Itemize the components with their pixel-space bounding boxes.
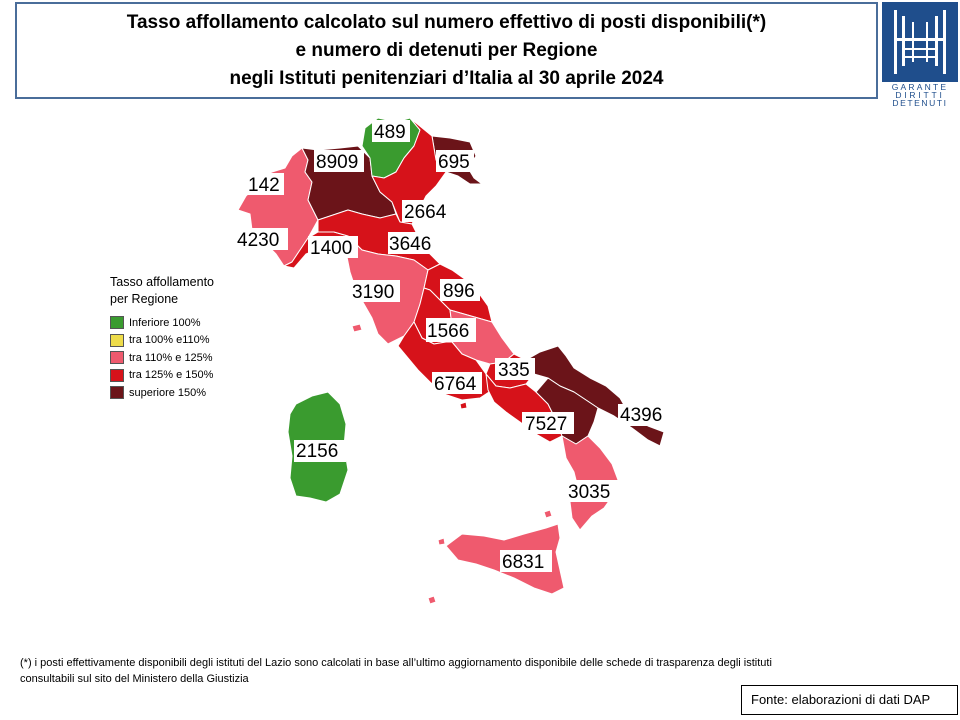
legend-item: tra 100% e110% [110, 332, 270, 350]
legend-title-2: per Regione [110, 292, 179, 306]
logo-text-2: DIRITTI [895, 90, 944, 100]
label-marche: 896 [443, 281, 475, 302]
label-sicilia: 6831 [502, 552, 544, 573]
legend-item: Inferiore 100% [110, 314, 270, 332]
label-emilia: 3646 [389, 234, 431, 255]
legend-swatch [110, 333, 124, 347]
title-line-2: e numero di detenuti per Regione [295, 40, 598, 61]
legend-swatch [110, 386, 124, 400]
legend-swatch [110, 351, 124, 365]
label-trentino: 489 [374, 122, 406, 143]
island-capri [459, 401, 468, 410]
legend-label: superiore 150% [129, 386, 207, 399]
legend-swatch [110, 368, 124, 382]
label-lombardia: 8909 [316, 152, 358, 173]
legend-title-1: Tasso affollamento [110, 275, 214, 289]
title-box: Tasso affollamento calcolato sul numero … [15, 2, 878, 99]
legend-item: tra 110% e 125% [110, 349, 270, 367]
source-box: Fonte: elaborazioni di dati DAP [741, 685, 958, 715]
region-labels: 489 8909 695 142 2664 4230 1400 3646 319… [236, 120, 670, 573]
label-liguria: 1400 [310, 238, 352, 259]
island-pantelleria [427, 595, 437, 605]
footnote-line-1: (*) i posti effettivamente disponibili d… [20, 657, 772, 669]
label-piemonte: 4230 [237, 230, 279, 251]
label-campania: 7527 [525, 414, 567, 435]
legend-label: tra 110% e 125% [129, 351, 213, 364]
legend-label: tra 125% e 150% [129, 369, 214, 382]
title-line-3: negli Istituti penitenziari d’Italia al … [229, 68, 664, 89]
footnote-line-2: consultabili sul sito del Ministero dell… [20, 673, 249, 685]
label-umbria: 1566 [427, 321, 469, 342]
legend-label: Inferiore 100% [129, 316, 201, 329]
label-lazio: 6764 [434, 374, 477, 395]
island-ustica [437, 537, 446, 546]
label-molise: 335 [498, 360, 530, 381]
legend: Tasso affollamento per Regione Inferiore… [110, 274, 270, 402]
legend-swatch [110, 316, 124, 330]
legend-item: superiore 150% [110, 384, 270, 402]
footnote: (*) i posti effettivamente disponibili d… [20, 655, 940, 687]
legend-label: tra 100% e110% [129, 334, 210, 347]
title-line-1: Tasso affollamento calcolato sul numero … [126, 12, 767, 33]
label-toscana: 3190 [352, 282, 394, 303]
label-sardegna: 2156 [296, 441, 338, 462]
label-puglia: 4396 [620, 405, 662, 426]
label-friuli: 695 [438, 152, 470, 173]
logo-text-3: DETENUTI [892, 98, 947, 108]
island-elba [351, 323, 363, 333]
label-valle-aosta: 142 [248, 175, 280, 196]
legend-item: tra 125% e 150% [110, 367, 270, 385]
garante-logo: GARANTE DIRITTI DETENUTI [882, 2, 958, 108]
label-veneto: 2664 [404, 202, 447, 223]
island-eolie [543, 509, 553, 519]
logo-text-1: GARANTE [892, 82, 949, 92]
label-calabria: 3035 [568, 482, 610, 503]
